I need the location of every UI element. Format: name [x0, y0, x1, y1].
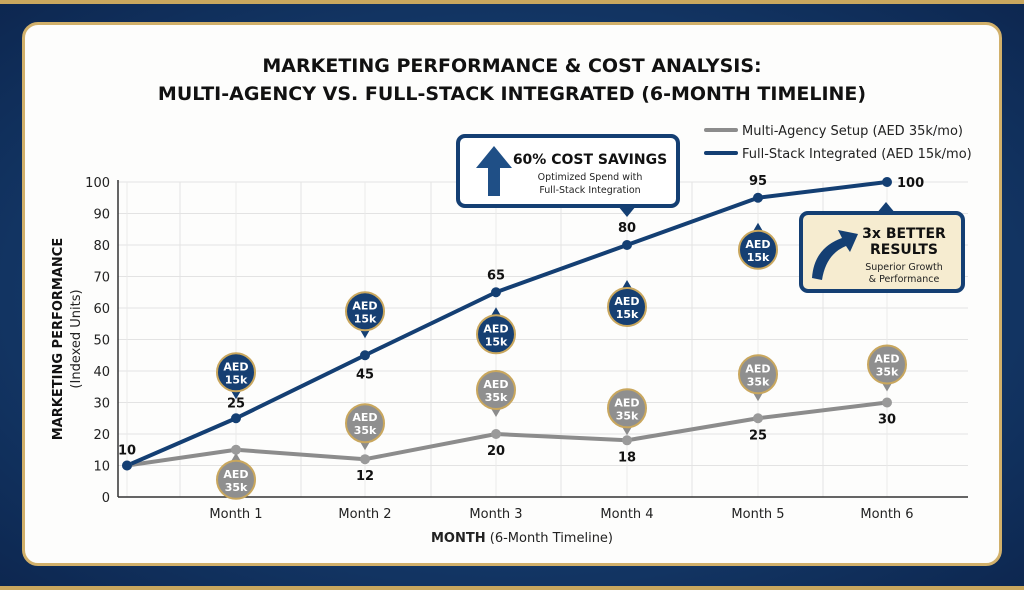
- data-point: [231, 444, 241, 455]
- data-label: 20: [487, 444, 505, 459]
- cost-pin-text: 35k: [616, 409, 639, 422]
- cost-pin-text: 35k: [225, 481, 248, 494]
- arrow-up-icon: [476, 146, 512, 196]
- data-point: [753, 413, 763, 424]
- y-tick-label: 100: [85, 176, 110, 191]
- cost-pin-text: AED: [483, 322, 508, 335]
- cost-pin: [216, 352, 256, 393]
- y-tick-label: 20: [93, 428, 110, 443]
- y-tick-label: 70: [93, 271, 110, 286]
- cost-pin-text: 35k: [747, 375, 770, 388]
- cost-pin-text: 15k: [616, 308, 639, 321]
- callout-results-line2: & Performance: [869, 274, 940, 285]
- cost-pin: [345, 403, 385, 444]
- y-tick-label: 80: [93, 239, 110, 254]
- cost-pin-text: AED: [745, 238, 770, 251]
- data-point: [882, 397, 892, 408]
- y-axis-label: MARKETING PERFORMANCE: [51, 238, 66, 440]
- callout-better-results: 3x BETTER RESULTS Superior Growth & Perf…: [799, 202, 965, 293]
- cost-pin-text: AED: [352, 411, 377, 424]
- data-point: [231, 413, 241, 424]
- cost-pin: [607, 388, 647, 429]
- cost-pin-text: 15k: [225, 373, 248, 386]
- cost-pin-text: 35k: [485, 391, 508, 404]
- callout-cost-line1: Optimized Spend with: [538, 172, 643, 183]
- data-point: [882, 177, 892, 187]
- legend-label-multi-agency: Multi-Agency Setup (AED 35k/mo): [742, 124, 963, 139]
- y-tick-label: 90: [93, 208, 110, 223]
- callout-cost-savings: 60% COST SAVINGS Optimized Spend with Fu…: [456, 134, 680, 217]
- cost-pin: [476, 370, 516, 410]
- data-label: 25: [227, 396, 245, 411]
- cost-pin-text: AED: [483, 378, 508, 391]
- callout-results-title1: 3x BETTER: [862, 226, 946, 242]
- x-tick-label: Month 6: [860, 507, 913, 522]
- data-point: [491, 429, 501, 439]
- data-label: 12: [356, 469, 374, 484]
- x-tick-label: Month 2: [338, 507, 391, 522]
- data-point: [622, 435, 632, 446]
- cost-pin-text: AED: [745, 362, 770, 375]
- chart-panel: [22, 22, 1002, 566]
- cost-pin-text: 35k: [354, 424, 377, 437]
- data-point: [122, 460, 132, 471]
- callout-cost-line2: Full-Stack Integration: [539, 185, 640, 196]
- y-tick-label: 60: [93, 302, 110, 317]
- cost-pin: [738, 229, 778, 270]
- data-label: 95: [749, 174, 767, 189]
- chart-title-line2: MULTI-AGENCY VS. FULL-STACK INTEGRATED (…: [158, 83, 866, 105]
- x-tick-label: Month 3: [469, 507, 522, 522]
- cost-pin-text: AED: [874, 353, 899, 366]
- axes: 0 10 20 30 40 50 60 70 80 90 100 Month 1 Month 2 Mont…: [85, 176, 968, 522]
- legend: Multi-Agency Setup (AED 35k/mo) Full-Sta…: [704, 124, 972, 162]
- cost-pin-text: 15k: [747, 251, 770, 264]
- data-label: 65: [487, 268, 505, 283]
- data-point: [360, 454, 370, 465]
- y-axis-sublabel: (Indexed Units): [69, 289, 84, 388]
- cost-pin-text: AED: [614, 396, 639, 409]
- x-tick-label: Month 5: [731, 507, 784, 522]
- data-point: [360, 350, 370, 361]
- callout-cost-title: 60% COST SAVINGS: [513, 152, 667, 168]
- y-tick-label: 50: [93, 334, 110, 349]
- cost-pin-text: AED: [614, 295, 639, 308]
- data-label: 10: [118, 444, 136, 459]
- cost-pin: [738, 354, 778, 395]
- cost-pin: [867, 344, 907, 385]
- data-label: 30: [878, 413, 896, 428]
- cost-pin-text: AED: [223, 468, 248, 481]
- data-label: 25: [749, 428, 767, 443]
- data-label: 18: [618, 450, 636, 465]
- x-tick-label: Month 1: [209, 507, 262, 522]
- cost-pin-text: AED: [352, 299, 377, 312]
- callout-results-title2: RESULTS: [870, 242, 938, 258]
- y-tick-label: 30: [93, 397, 110, 412]
- cost-pin: [216, 459, 256, 500]
- y-tick-label: 0: [102, 491, 110, 506]
- cost-pin-text: 15k: [354, 312, 377, 325]
- chart-title-line1: MARKETING PERFORMANCE & COST ANALYSIS:: [262, 55, 761, 77]
- curved-arrow-icon: [812, 230, 858, 280]
- data-label: 45: [356, 367, 374, 382]
- y-tick-label: 40: [93, 365, 110, 380]
- data-point: [491, 287, 501, 298]
- cost-pin: [345, 291, 385, 332]
- cost-pin: [607, 287, 647, 327]
- legend-label-full-stack: Full-Stack Integrated (AED 15k/mo): [742, 147, 972, 162]
- cost-pin-text: 15k: [485, 335, 508, 348]
- data-point: [753, 192, 763, 203]
- y-tick-label: 10: [93, 460, 110, 475]
- cost-pin: [476, 314, 516, 355]
- callout-results-line1: Superior Growth: [865, 262, 943, 273]
- data-point: [622, 240, 632, 250]
- data-label: 80: [618, 221, 636, 236]
- x-tick-label: Month 4: [600, 507, 653, 522]
- cost-pin-text: AED: [223, 360, 248, 373]
- data-label: 100: [897, 176, 924, 191]
- cost-pin-text: 35k: [876, 366, 899, 379]
- x-axis-label: MONTH (6-Month Timeline): [431, 531, 613, 546]
